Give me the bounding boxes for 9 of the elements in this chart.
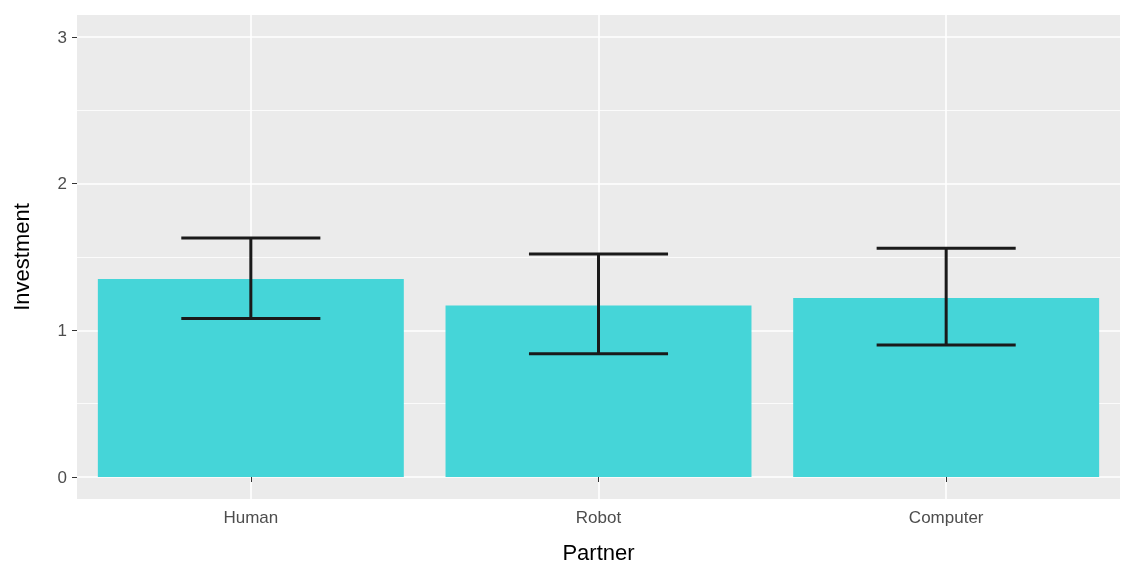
x-tick-label: Robot — [575, 508, 622, 527]
y-tick-label: 0 — [57, 467, 67, 487]
x-axis-title: Partner — [562, 539, 635, 565]
y-tick-label: 3 — [57, 27, 67, 47]
x-tick-label: Computer — [908, 508, 984, 527]
y-tick-label: 1 — [57, 320, 67, 340]
x-tick-label: Human — [223, 508, 279, 527]
y-tick-label: 2 — [57, 174, 67, 194]
y-axis-title: Investment — [8, 203, 34, 311]
